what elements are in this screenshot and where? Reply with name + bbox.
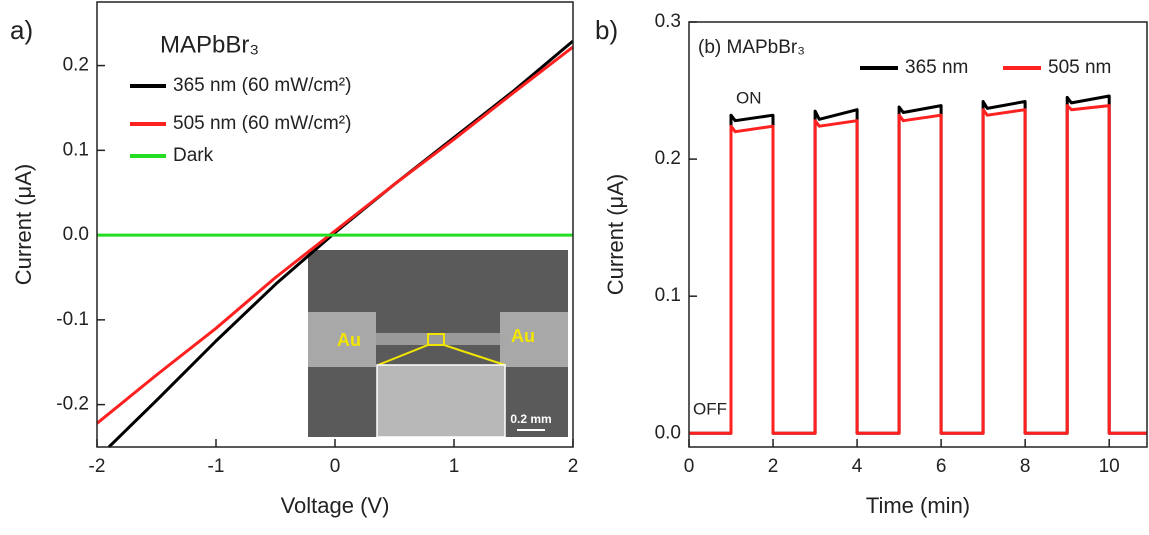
legend-title: (b) MAPbBr₃ [698,37,805,58]
x-tick-label: 0 [684,456,695,477]
y-axis-title: Current (μA) [11,164,36,285]
legend-label: 505 nm (60 mW/cm²) [173,113,351,134]
y-tick-label: 0.2 [63,55,89,76]
inset-channel [376,333,500,345]
x-tick-label: 2 [768,456,779,477]
x-tick-label: 8 [1020,456,1031,477]
y-tick-label: 0.0 [63,224,89,245]
legend-label: 505 nm [1048,57,1111,78]
x-tick-label: -2 [89,456,106,477]
inset-label: Au [337,330,361,350]
inset-image [308,250,568,438]
y-tick-label: 0.0 [655,422,681,443]
legend-label: 365 nm (60 mW/cm²) [173,75,351,96]
inset-label: Au [511,326,535,346]
x-tick-label: 4 [852,456,863,477]
panel-label: a) [10,15,33,45]
x-tick-label: -1 [208,456,225,477]
series-line [96,45,574,425]
inset-label: 0.2 mm [510,412,551,426]
inset-zoom-lines [377,344,506,366]
x-tick-label: 10 [1099,456,1120,477]
x-axis-title: Time (min) [866,493,970,518]
series-line [689,94,1147,435]
y-tick-label: -0.2 [56,394,89,415]
panel-label: b) [595,15,618,45]
annotation: OFF [693,399,727,418]
annotation: ON [736,88,762,107]
inset-electrode [500,312,568,367]
x-axis-title: Voltage (V) [281,493,390,518]
legend-label: Dark [173,145,214,166]
y-tick-label: 0.3 [655,11,681,32]
x-tick-label: 0 [330,456,341,477]
legend-label: 365 nm [905,57,968,78]
plot-frame [96,1,574,448]
inset-electrode [308,312,376,367]
legend-title: MAPbBr₃ [160,31,259,58]
inset-zoom [376,364,506,438]
y-tick-label: 0.1 [655,285,681,306]
x-tick-label: 6 [936,456,947,477]
plot-frame [688,21,1148,448]
x-tick-label: 1 [449,456,460,477]
y-tick-label: 0.2 [655,148,681,169]
y-tick-label: 0.1 [63,139,89,160]
y-axis-title: Current (μA) [603,174,628,295]
y-tick-label: -0.1 [56,309,89,330]
series-line [689,104,1147,435]
x-tick-label: 2 [568,456,579,477]
